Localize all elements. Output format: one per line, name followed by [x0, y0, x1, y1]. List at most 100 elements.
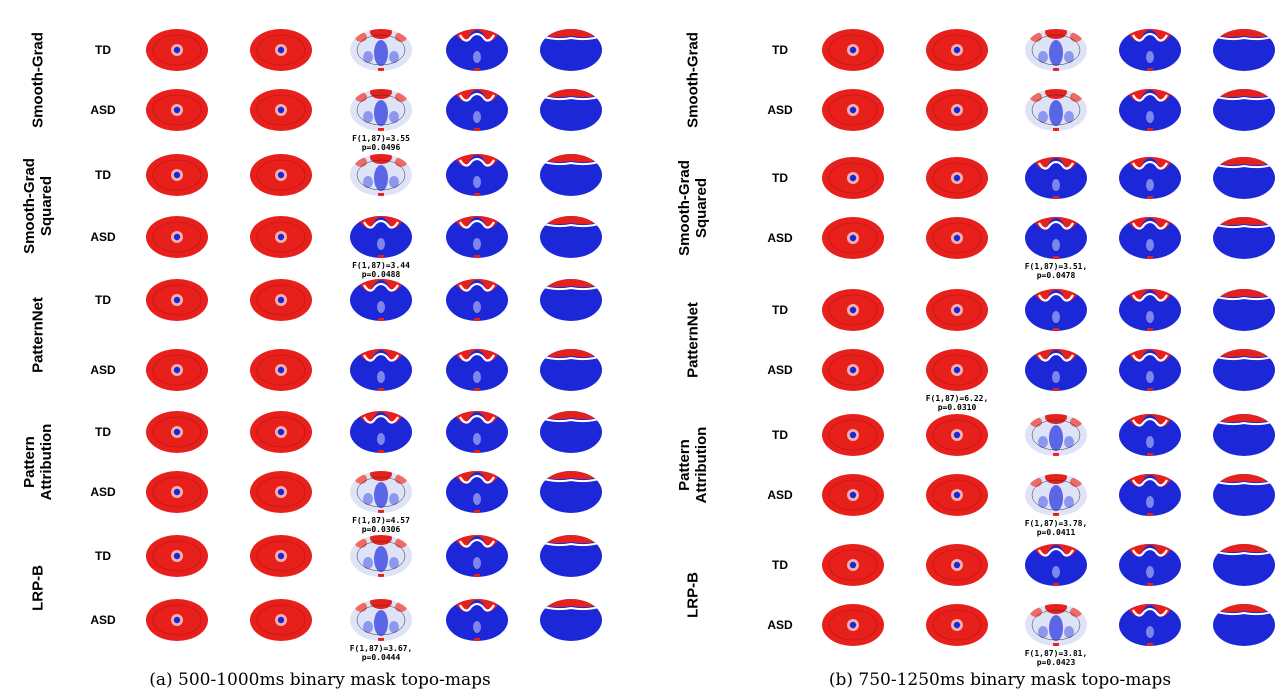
- topo-map-red: [144, 152, 210, 203]
- topo-map-cap: [538, 152, 604, 203]
- topo-map-red: [144, 27, 210, 78]
- method-label: PatternNet: [684, 302, 702, 378]
- topo-map-blue: [444, 409, 510, 460]
- topo-map-cap: [1211, 412, 1277, 463]
- method-label-line: Squared: [38, 176, 55, 237]
- topo-map-blue: [444, 152, 510, 203]
- topo-map-blue: [444, 347, 510, 398]
- method-label: Smooth-Grad: [684, 32, 702, 128]
- topo-map-red: [248, 277, 314, 328]
- topo-map-red: [820, 347, 886, 398]
- group-label: TD: [772, 171, 788, 185]
- method-label: Smooth-Grad Squared: [676, 160, 710, 256]
- method-label-line: Pattern: [21, 436, 38, 488]
- topo-map-blue: [444, 214, 510, 265]
- topo-map-red: [820, 287, 886, 338]
- topo-map-blue: [444, 27, 510, 78]
- topo-map-blue: [444, 277, 510, 328]
- topo-map-mixed: [1023, 87, 1089, 138]
- topo-map-blue: [1117, 542, 1183, 593]
- stat-f-value: F(1,87)=3.81,: [1024, 649, 1088, 658]
- topo-map-blue: [1117, 472, 1183, 523]
- method-label: LRP-B: [29, 565, 47, 611]
- topo-map-mixed: [348, 27, 414, 78]
- topo-map-red: [144, 469, 210, 520]
- topo-map-red: [248, 533, 314, 584]
- group-label: TD: [772, 558, 788, 572]
- topo-map-cap: [1211, 27, 1277, 78]
- topo-map-cap: [1211, 287, 1277, 338]
- topo-map-blue: [348, 214, 414, 265]
- topo-map-red: [820, 87, 886, 138]
- stat-f-value: F(1,87)=4.57: [352, 516, 410, 525]
- method-label-line: Squared: [693, 178, 710, 239]
- method-label: PatternNet: [29, 297, 47, 373]
- stat-p-value: p=0.0411: [1036, 528, 1076, 537]
- stat-annotation: F(1,87)=3.51, p=0.0478: [1001, 262, 1111, 280]
- method-label: Pattern Attribution: [21, 424, 55, 501]
- group-label: ASD: [767, 231, 793, 245]
- group-label: ASD: [90, 230, 116, 244]
- stat-annotation: F(1,87)=3.78, p=0.0411: [1001, 519, 1111, 537]
- topo-map-red: [820, 542, 886, 593]
- topo-map-blue: [1117, 412, 1183, 463]
- group-label: ASD: [90, 103, 116, 117]
- stat-annotation: F(1,87)=3.67, p=0.0444: [326, 644, 436, 662]
- topo-map-blue: [348, 409, 414, 460]
- stat-f-value: F(1,87)=3.44: [352, 261, 410, 270]
- topo-map-red: [248, 152, 314, 203]
- topo-map-blue: [1023, 542, 1089, 593]
- group-label: TD: [95, 168, 111, 182]
- panel-a: Smooth-Grad Smooth-Grad Squared PatternNet P…: [0, 0, 640, 696]
- group-label: TD: [772, 428, 788, 442]
- topo-map-cap: [538, 87, 604, 138]
- topo-map-mixed: [348, 533, 414, 584]
- group-label: ASD: [767, 488, 793, 502]
- stat-annotation: F(1,87)=4.57 p=0.0306: [326, 516, 436, 534]
- topo-map-blue: [1117, 27, 1183, 78]
- topo-map-red: [248, 214, 314, 265]
- topo-map-red: [924, 412, 990, 463]
- stat-p-value: p=0.0423: [1036, 658, 1076, 667]
- topo-map-blue: [1117, 215, 1183, 266]
- method-label: Smooth-Grad Squared: [21, 158, 55, 254]
- stat-p-value: p=0.0496: [361, 143, 401, 152]
- topo-map-blue: [1023, 215, 1089, 266]
- topo-map-blue: [1117, 155, 1183, 206]
- group-label: ASD: [90, 485, 116, 499]
- method-label-line: Pattern: [676, 439, 693, 491]
- group-label: ASD: [767, 363, 793, 377]
- topo-map-blue: [1023, 155, 1089, 206]
- topo-map-cap: [538, 409, 604, 460]
- topo-map-cap: [538, 469, 604, 520]
- method-label: LRP-B: [684, 572, 702, 618]
- topo-map-red: [248, 347, 314, 398]
- topo-map-red: [924, 472, 990, 523]
- group-label: TD: [95, 549, 111, 563]
- topo-map-red: [248, 409, 314, 460]
- topo-map-mixed: [1023, 472, 1089, 523]
- stat-annotation: F(1,87)=3.55 p=0.0496: [326, 134, 436, 152]
- topo-map-mixed: [1023, 602, 1089, 653]
- topo-map-red: [924, 87, 990, 138]
- stat-p-value: p=0.0488: [361, 270, 401, 279]
- figure-caption: (b) 750-1250ms binary mask topo-maps: [828, 670, 1172, 690]
- topo-map-red: [248, 27, 314, 78]
- topo-map-cap: [538, 533, 604, 584]
- stat-f-value: F(1,87)=3.55: [352, 134, 410, 143]
- group-label: TD: [95, 293, 111, 307]
- topo-map-blue: [1117, 602, 1183, 653]
- group-label: ASD: [767, 618, 793, 632]
- stat-p-value: p=0.0478: [1036, 271, 1076, 280]
- topo-map-red: [924, 347, 990, 398]
- topo-map-mixed: [348, 152, 414, 203]
- method-label-line: Smooth-Grad: [676, 160, 693, 256]
- group-label: ASD: [90, 363, 116, 377]
- group-label: TD: [95, 43, 111, 57]
- topo-map-blue: [444, 469, 510, 520]
- topo-map-blue: [1117, 287, 1183, 338]
- topo-map-red: [144, 409, 210, 460]
- topo-map-red: [144, 597, 210, 648]
- topo-map-red: [924, 27, 990, 78]
- topo-map-red: [820, 602, 886, 653]
